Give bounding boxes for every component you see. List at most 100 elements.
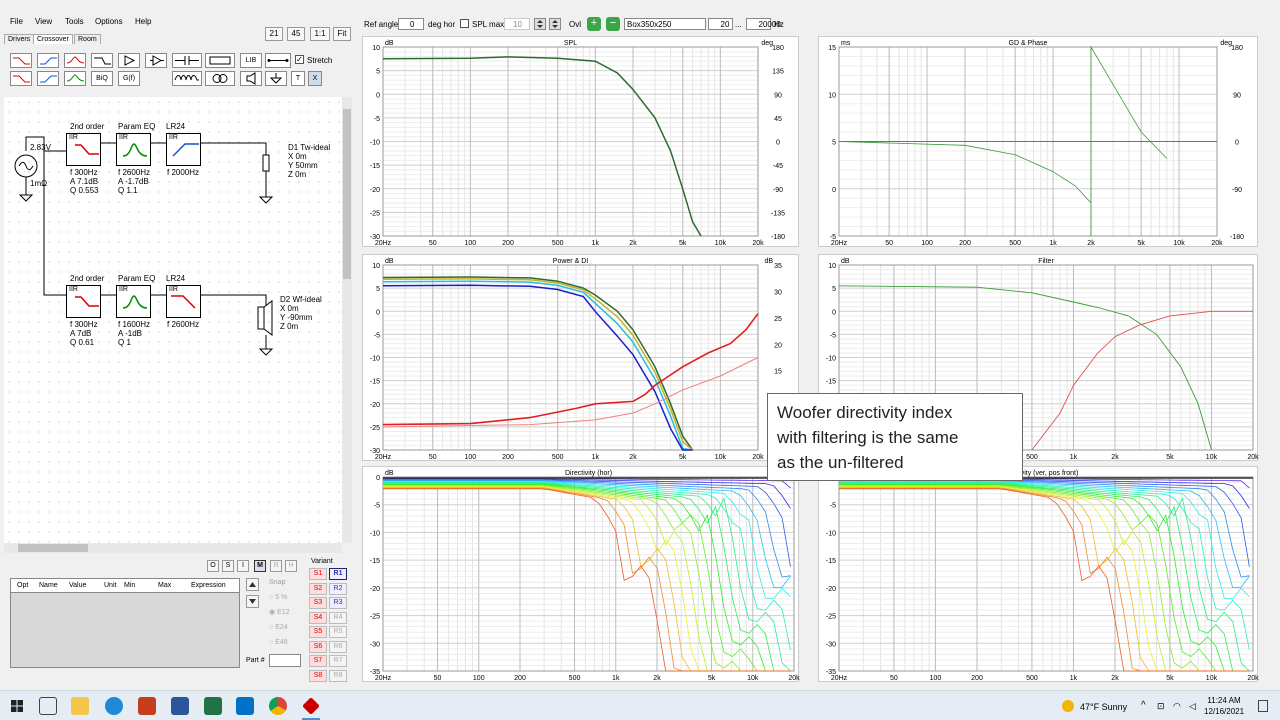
buffer-tool[interactable] (145, 53, 167, 68)
freq-low-input[interactable]: 20 (708, 18, 733, 30)
menu-help[interactable]: Help (135, 17, 152, 26)
menu-options[interactable]: Options (95, 17, 123, 26)
volume-icon[interactable]: ◁ (1189, 701, 1196, 711)
scroll-thumb[interactable] (343, 109, 351, 279)
scale-21-button[interactable]: 21 (265, 27, 283, 41)
view-o-button[interactable]: O (207, 560, 219, 572)
excel-icon[interactable] (204, 697, 222, 715)
snap-e48[interactable]: ○ E48 (269, 639, 288, 646)
transfer-function-button[interactable]: G(f) (118, 71, 140, 86)
menu-file[interactable]: File (10, 17, 23, 26)
snap-e12[interactable]: ◉ E12 (269, 609, 290, 616)
spl-max-input[interactable]: 10 (504, 18, 530, 30)
powerpoint-icon[interactable] (138, 697, 156, 715)
file-explorer-icon[interactable] (71, 697, 89, 715)
view-h-button[interactable]: H (285, 560, 297, 572)
freq-high-input[interactable]: 20000 (746, 18, 781, 30)
plot-0[interactable]: 10 5 0 -5 -10 -15 -20 -25 -30 180 135 90 45 0 -45 -90 -1… (362, 36, 799, 247)
text-tool[interactable]: T (291, 71, 305, 86)
tab-room[interactable]: Room (74, 34, 101, 44)
peak-red-tool[interactable] (64, 53, 86, 68)
library-button[interactable]: LIB (240, 53, 262, 68)
menu-view[interactable]: View (35, 17, 53, 26)
scale-fit-button[interactable]: Fit (333, 27, 351, 41)
lowpass2-blue-tool[interactable] (37, 71, 59, 86)
variant-s2-button[interactable]: S2 (309, 582, 327, 595)
variant-r5-button[interactable]: R5 (329, 626, 347, 638)
view-r-button[interactable]: R (270, 560, 282, 572)
variant-s7-button[interactable]: S7 (309, 655, 327, 667)
weather-text[interactable]: 47°F Sunny (1080, 702, 1128, 712)
remove-overlay-icon[interactable]: − (606, 17, 620, 31)
wf-driver-label[interactable]: D2 Wf-ideal X 0m Y -90mm Z 0m (280, 295, 322, 331)
ground-tool[interactable] (265, 71, 287, 86)
scale-1to1-button[interactable]: 1:1 (310, 27, 330, 41)
plot-2[interactable]: 1050-5-10-15-20-25-303530252015105020Hz5… (362, 254, 799, 461)
stretch-checkbox[interactable]: ✓ (295, 55, 304, 64)
amplifier-tool[interactable] (118, 53, 140, 68)
plot-4[interactable]: 0 -5 -10 -15 -20 -25 -30 -35 20Hz 50 100 200 500 1k 2k… (362, 466, 800, 682)
variant-s6-button[interactable]: S6 (309, 640, 327, 653)
inductor-tool[interactable] (172, 71, 202, 86)
variant-r7-button[interactable]: R7 (329, 655, 347, 667)
biquad-button[interactable]: BiQ (91, 71, 113, 86)
capacitor-tool[interactable] (172, 53, 202, 68)
add-overlay-icon[interactable]: + (587, 17, 601, 31)
tw-highpass-block[interactable]: IIR (66, 133, 101, 166)
clock[interactable]: 11:24 AM 12/16/2021 (1204, 695, 1244, 717)
variant-r3-button[interactable]: R3 (329, 597, 347, 609)
notification-icon[interactable] (1258, 700, 1268, 712)
tw-driver-label[interactable]: D1 Tw-ideal X 0m Y 50mm Z 0m (288, 143, 330, 179)
schematic-canvas[interactable]: 2.83V 1mΩ 2nd order Param EQ LR24 IIR II… (4, 97, 342, 543)
variant-s3-button[interactable]: S3 (309, 597, 327, 609)
wire-tool[interactable] (265, 53, 291, 68)
wifi-icon[interactable]: ◠ (1173, 701, 1181, 711)
spl-max-checkbox[interactable] (460, 19, 469, 28)
highpass2-red-tool[interactable] (10, 71, 32, 86)
move-up-button[interactable] (246, 578, 259, 591)
variant-r4-button[interactable]: R4 (329, 611, 347, 624)
chrome-icon[interactable] (269, 697, 287, 715)
lowpass-blue-tool[interactable] (37, 53, 59, 68)
plot-5[interactable]: 0-5-10-15-20-25-30-3520Hz501002005001k2k… (818, 466, 1259, 682)
peak-green-tool[interactable] (64, 71, 86, 86)
variant-r1-button[interactable]: R1 (329, 568, 347, 580)
tw-lr24-block[interactable]: IIR (166, 133, 201, 166)
vituixcad-icon[interactable] (302, 697, 320, 715)
speaker-tool[interactable] (240, 71, 262, 86)
variant-s5-button[interactable]: S5 (309, 626, 327, 638)
tw-peq-block[interactable]: IIR (116, 133, 151, 166)
menu-tools[interactable]: Tools (65, 17, 84, 26)
wf-lr24-block[interactable]: IIR (166, 285, 201, 318)
ref-angle-input[interactable]: 0 (398, 18, 424, 30)
word-icon[interactable] (171, 697, 189, 715)
snap-5pct[interactable]: ○ 5 % (269, 594, 288, 601)
view-m-button[interactable]: M (254, 560, 266, 572)
delete-tool[interactable]: X (308, 71, 322, 86)
variant-r6-button[interactable]: R6 (329, 640, 347, 653)
spl-step-spinner[interactable] (549, 18, 561, 30)
highpass-red-tool[interactable] (10, 53, 32, 68)
chevron-up-icon[interactable]: ^ (1141, 700, 1146, 711)
shelf-tool[interactable] (91, 53, 113, 68)
scale-45-button[interactable]: 45 (287, 27, 305, 41)
canvas-vertical-scrollbar[interactable] (342, 97, 352, 543)
edge-icon[interactable] (105, 697, 123, 715)
spl-max-spinner[interactable] (534, 18, 546, 30)
wf-highpass-block[interactable]: IIR (66, 285, 101, 318)
snap-e24[interactable]: ○ E24 (269, 624, 288, 631)
variant-r2-button[interactable]: R2 (329, 582, 347, 595)
resistor-tool[interactable] (205, 53, 235, 68)
view-s-button[interactable]: S (222, 560, 234, 572)
tab-crossover[interactable]: Crossover (33, 34, 73, 44)
variant-s1-button[interactable]: S1 (309, 568, 327, 580)
outlook-icon[interactable] (236, 697, 254, 715)
canvas-horizontal-scrollbar[interactable] (4, 543, 342, 553)
view-i-button[interactable]: I (237, 560, 249, 572)
transformer-tool[interactable] (205, 71, 235, 86)
part-input[interactable] (269, 654, 301, 667)
variant-r8-button[interactable]: R8 (329, 669, 347, 682)
windows-start-icon[interactable] (11, 700, 23, 712)
box-select[interactable]: Box350x250 (624, 18, 706, 30)
tab-drivers[interactable]: Drivers (4, 34, 35, 44)
